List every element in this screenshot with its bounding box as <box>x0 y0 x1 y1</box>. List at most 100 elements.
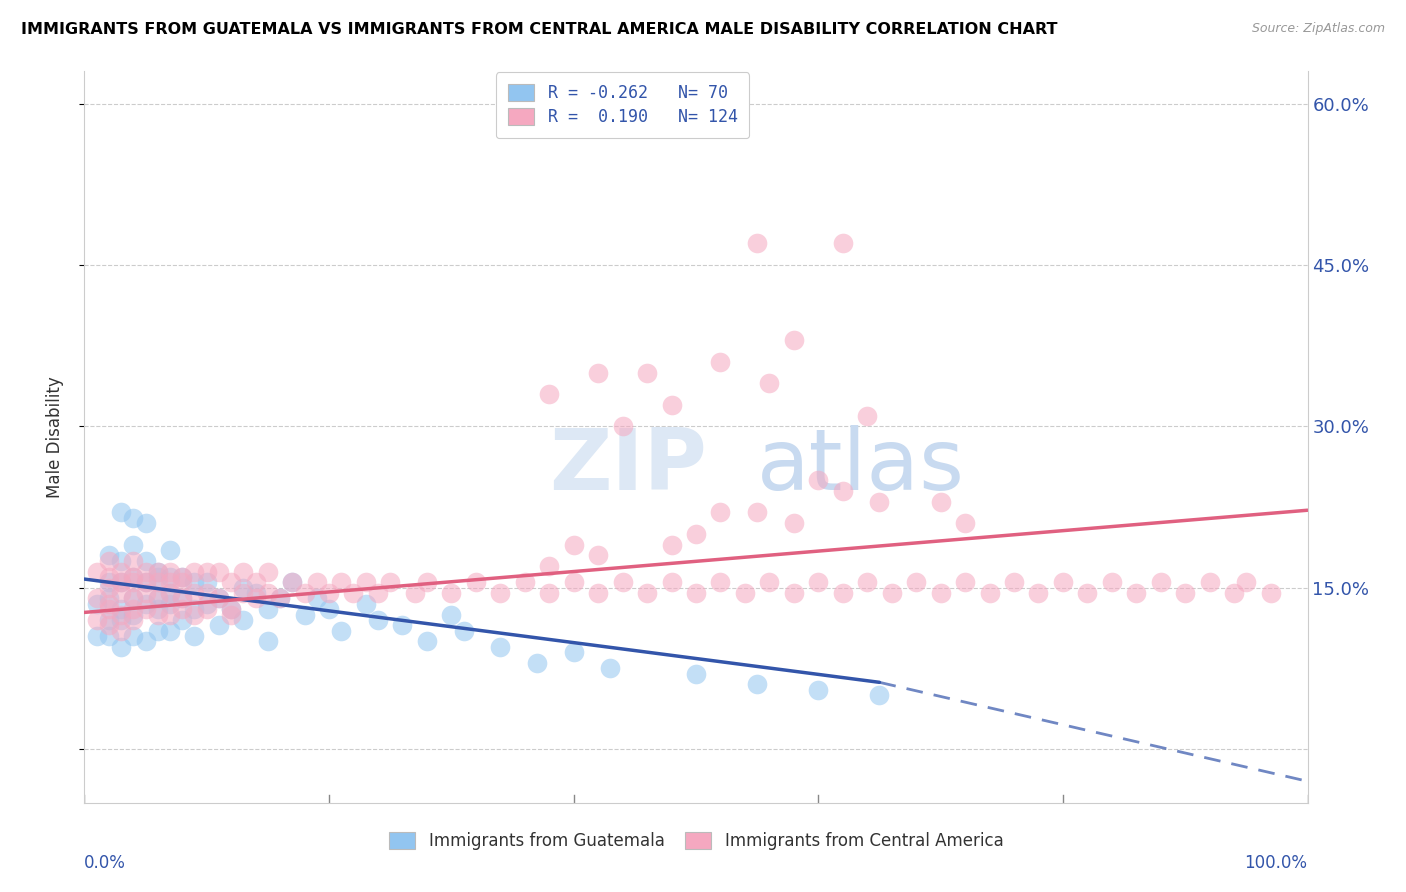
Point <box>159 624 181 638</box>
Point <box>661 575 683 590</box>
Point <box>172 591 194 606</box>
Point <box>146 591 169 606</box>
Y-axis label: Male Disability: Male Disability <box>45 376 63 498</box>
Legend: Immigrants from Guatemala, Immigrants from Central America: Immigrants from Guatemala, Immigrants fr… <box>382 825 1010 856</box>
Point <box>122 570 145 584</box>
Point <box>1198 575 1220 590</box>
Point <box>122 607 145 622</box>
Point <box>1052 575 1074 590</box>
Point <box>159 575 181 590</box>
Point <box>159 570 181 584</box>
Point <box>86 597 108 611</box>
Point <box>159 543 181 558</box>
Point <box>195 575 218 590</box>
Point <box>219 607 242 622</box>
Point <box>110 602 132 616</box>
Point <box>562 575 585 590</box>
Point <box>135 516 157 530</box>
Point <box>612 575 634 590</box>
Point <box>1028 586 1050 600</box>
Point <box>146 602 169 616</box>
Point <box>354 597 377 611</box>
Point <box>122 591 145 606</box>
Point <box>110 575 132 590</box>
Point <box>367 586 389 600</box>
Point <box>269 591 291 606</box>
Point <box>172 613 194 627</box>
Point <box>586 366 609 380</box>
Point <box>208 565 231 579</box>
Point <box>538 387 561 401</box>
Point <box>183 586 205 600</box>
Point <box>208 591 231 606</box>
Point <box>489 640 512 654</box>
Point <box>440 586 463 600</box>
Point <box>330 575 353 590</box>
Point <box>538 559 561 574</box>
Point <box>195 565 218 579</box>
Point <box>807 473 830 487</box>
Point <box>318 586 340 600</box>
Point <box>172 591 194 606</box>
Point <box>97 570 120 584</box>
Point <box>305 591 328 606</box>
Point <box>146 570 169 584</box>
Text: 100.0%: 100.0% <box>1244 854 1308 872</box>
Point <box>416 575 439 590</box>
Point <box>257 565 280 579</box>
Point <box>257 602 280 616</box>
Point <box>146 565 169 579</box>
Point <box>219 602 242 616</box>
Point <box>159 607 181 622</box>
Point <box>953 516 976 530</box>
Point <box>294 586 316 600</box>
Point <box>183 629 205 643</box>
Point <box>110 586 132 600</box>
Point <box>172 575 194 590</box>
Point <box>318 602 340 616</box>
Point <box>856 575 879 590</box>
Point <box>979 586 1001 600</box>
Point <box>831 483 853 498</box>
Point <box>783 516 806 530</box>
Point <box>661 398 683 412</box>
Point <box>294 607 316 622</box>
Point <box>183 607 205 622</box>
Point <box>636 366 658 380</box>
Text: Source: ZipAtlas.com: Source: ZipAtlas.com <box>1251 22 1385 36</box>
Point <box>232 581 254 595</box>
Point <box>783 333 806 347</box>
Point <box>97 591 120 606</box>
Point <box>208 618 231 632</box>
Text: IMMIGRANTS FROM GUATEMALA VS IMMIGRANTS FROM CENTRAL AMERICA MALE DISABILITY COR: IMMIGRANTS FROM GUATEMALA VS IMMIGRANTS … <box>21 22 1057 37</box>
Point <box>97 597 120 611</box>
Point <box>869 688 891 702</box>
Point <box>97 581 120 595</box>
Point <box>97 602 120 616</box>
Point <box>122 538 145 552</box>
Point <box>195 602 218 616</box>
Point <box>232 586 254 600</box>
Point <box>135 575 157 590</box>
Point <box>172 570 194 584</box>
Point <box>97 629 120 643</box>
Point <box>1101 575 1123 590</box>
Point <box>195 597 218 611</box>
Point <box>97 575 120 590</box>
Point <box>245 591 267 606</box>
Point <box>856 409 879 423</box>
Point <box>122 629 145 643</box>
Point <box>562 538 585 552</box>
Point <box>110 565 132 579</box>
Point <box>257 586 280 600</box>
Point <box>269 591 291 606</box>
Point <box>183 575 205 590</box>
Point <box>122 602 145 616</box>
Point <box>110 575 132 590</box>
Point <box>416 634 439 648</box>
Point <box>367 613 389 627</box>
Point <box>599 661 621 675</box>
Point <box>747 236 769 251</box>
Point <box>86 629 108 643</box>
Point <box>232 565 254 579</box>
